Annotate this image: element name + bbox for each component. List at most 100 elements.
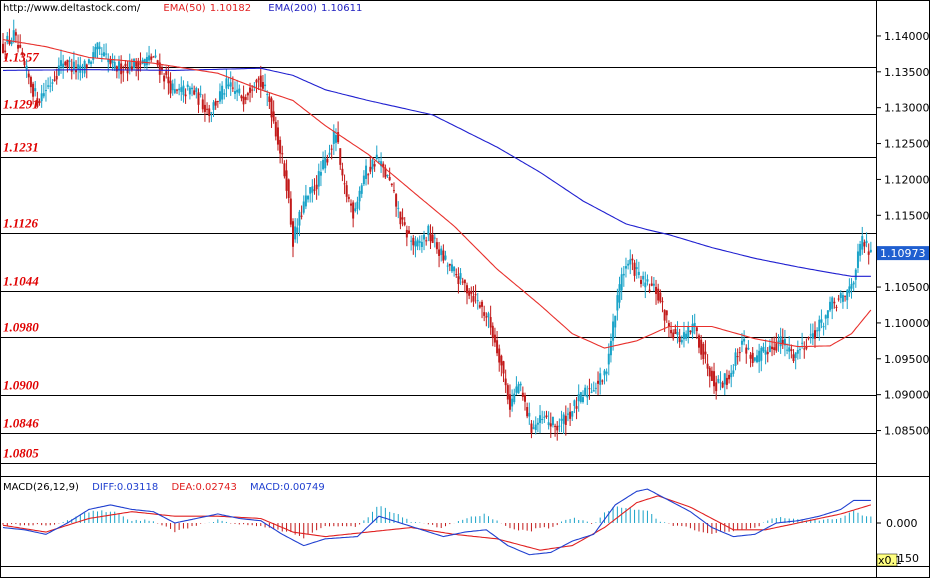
candle-body	[766, 351, 769, 355]
candle-body	[264, 84, 267, 87]
candle-body	[259, 75, 262, 87]
macd-params-label: MACD(26,12,9)	[3, 482, 79, 493]
candle-body	[685, 333, 688, 339]
candle-body	[863, 242, 866, 247]
candle-body	[667, 323, 670, 327]
candle-body	[502, 361, 505, 374]
candle-body	[650, 283, 653, 286]
candle-body	[642, 275, 645, 280]
level-label: 1.0805	[3, 446, 39, 461]
candle-body	[212, 102, 215, 110]
y-tick-label: 1.14000	[884, 30, 930, 43]
candle-body	[577, 394, 580, 402]
ema200-line	[3, 67, 871, 277]
candle-body	[240, 95, 243, 99]
candle-body	[738, 352, 741, 354]
candle-body	[740, 340, 743, 345]
candle-body	[218, 91, 221, 102]
candle-body	[339, 148, 342, 165]
candle-body	[34, 88, 37, 92]
chart-header: http://www.deltastock.com/ EMA(50) 1.1018…	[3, 3, 368, 14]
y-tick-label: 1.12500	[884, 138, 930, 151]
candle-body	[466, 285, 468, 294]
candle-body	[423, 234, 426, 240]
candle-body	[365, 165, 368, 179]
candle-body	[614, 315, 617, 328]
candle-body	[287, 179, 290, 199]
candle-body	[463, 279, 466, 284]
candle-body	[867, 251, 870, 255]
level-label: 1.1291	[3, 97, 39, 112]
candle-body	[792, 354, 795, 362]
candle-body	[788, 347, 791, 352]
candle-body	[508, 394, 511, 410]
candle-body	[246, 93, 249, 96]
candle-body	[322, 159, 325, 170]
candle-body	[554, 425, 557, 427]
candle-body	[453, 266, 456, 272]
candle-body	[511, 398, 514, 407]
candle-body	[719, 382, 722, 384]
candle-body	[334, 135, 337, 143]
candle-body	[846, 290, 849, 301]
candle-body	[343, 183, 346, 185]
candle-body	[483, 312, 486, 316]
candle-body	[620, 274, 623, 291]
candle-body	[539, 415, 542, 423]
candle-body	[270, 98, 273, 118]
candle-body	[822, 326, 825, 328]
candle-body	[562, 414, 565, 424]
candle-body	[167, 76, 170, 84]
candle-body	[710, 370, 713, 381]
candle-body	[83, 60, 86, 74]
candle-body	[631, 258, 634, 261]
candle-body	[829, 301, 832, 311]
candle-body	[549, 423, 552, 427]
candle-body	[715, 382, 718, 392]
candle-body	[210, 112, 213, 114]
candle-body	[184, 94, 187, 97]
candle-body	[44, 90, 47, 92]
candle-body	[854, 269, 857, 280]
candle-body	[747, 347, 750, 350]
candle-body	[113, 62, 116, 69]
candle-body	[371, 159, 374, 170]
candle-body	[476, 300, 479, 302]
candle-body	[178, 88, 181, 91]
candle-body	[330, 148, 333, 150]
candle-body	[442, 250, 445, 261]
candle-body	[582, 397, 584, 403]
candle-body	[702, 343, 705, 360]
candle-body	[816, 330, 819, 332]
candle-body	[225, 78, 228, 89]
candle-body	[524, 395, 526, 402]
candle-body	[717, 378, 720, 383]
candle-body	[536, 422, 539, 425]
candle-body	[130, 66, 133, 71]
candle-body	[657, 288, 660, 301]
candle-body	[713, 371, 716, 387]
candle-body	[768, 345, 771, 353]
candle-body	[281, 153, 284, 155]
candle-body	[186, 84, 189, 88]
macd-dea-line	[2, 495, 872, 551]
candle-body	[790, 349, 793, 351]
candle-body	[367, 174, 370, 176]
candle-body	[461, 281, 464, 283]
candle-body	[160, 67, 163, 70]
source-url[interactable]: http://www.deltastock.com/	[3, 3, 141, 14]
candle-body	[14, 32, 17, 36]
candle-body	[599, 373, 602, 385]
candle-body	[60, 60, 62, 67]
candle-body	[753, 357, 756, 361]
candle-body	[401, 217, 404, 220]
candle-body	[670, 329, 673, 334]
candle-body	[803, 348, 806, 350]
candle-body	[326, 158, 329, 163]
candle-body	[564, 415, 567, 425]
candle-body	[360, 185, 363, 194]
candle-body	[775, 343, 778, 351]
candle-body	[569, 411, 572, 419]
candle-body	[646, 279, 649, 282]
candle-body	[274, 121, 277, 137]
